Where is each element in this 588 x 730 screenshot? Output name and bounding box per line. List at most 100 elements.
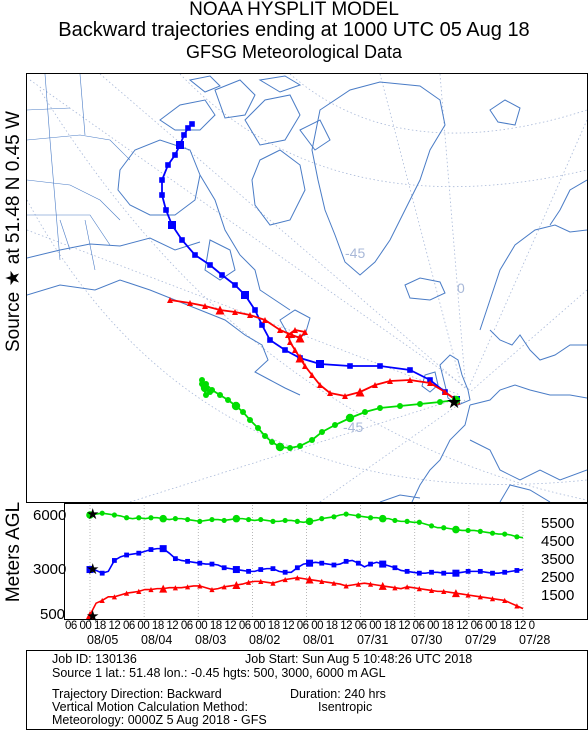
trajectory-point [203,392,209,398]
start-star-icon-500: ★ [86,608,99,625]
height-series-point [429,569,434,575]
height-series-point [148,586,154,593]
trajectory-point [219,272,225,278]
height-series-point [368,561,373,567]
height-series-point [197,518,203,524]
height-series-line [89,512,524,539]
height-series-point [245,579,252,585]
height-series-point [378,581,387,590]
trajectory-point [159,192,165,198]
trajectory-point [362,409,368,415]
height-series-point [123,590,130,596]
trajectory-point [217,392,223,398]
height-series-point [258,578,264,584]
source-star-icon: ★ [446,392,462,412]
height-series-point [221,584,227,590]
trajectory-point [295,353,305,363]
trajectory-point [165,162,171,168]
y-tick-3000: 3000 [33,561,67,578]
trajectory-point [215,305,225,315]
height-label-2500: 2500 [541,569,575,586]
height-series-point [355,581,361,587]
trajectory-point [319,429,325,435]
date-label: 08/04 [141,633,173,647]
height-series-point [343,511,349,517]
height-series-point [209,561,215,567]
height-series-point [148,515,154,521]
meteorology-title: GFSG Meteorological Data [185,42,403,62]
height-series-point [441,525,447,531]
height-series-point [428,523,435,529]
height-series-point [502,531,508,537]
height-series-point [221,517,227,524]
trajectory-point [247,417,253,423]
start-star-icon-3000: ★ [86,561,99,578]
height-series-point [294,575,300,581]
height-series-point [452,525,460,534]
height-series-point [86,611,94,619]
trajectory-point [231,401,241,411]
height-series-point [477,594,483,600]
height-series-point [270,518,276,524]
height-series-point [232,514,241,523]
height-series-point [367,581,374,587]
height-series-point [343,558,349,564]
trajectory-point [309,372,315,378]
height-series-point [123,515,130,521]
trajectory-point [372,382,378,388]
trajectory-point [167,297,173,303]
trajectory-point [241,291,249,299]
trajectory-point [377,363,383,369]
trajectory-point [347,363,353,369]
date-label: 08/05 [87,633,119,647]
height-series-point [404,584,410,590]
trajectory-point [181,132,187,138]
trajectory-point [277,327,283,333]
trajectory-path [161,123,457,401]
height-series-point [136,550,142,556]
height-series-point [490,570,495,576]
height-series-point [111,558,117,563]
height-series-point [379,560,387,568]
trajectory-point [427,380,433,386]
height-series-point [124,552,129,558]
height-series-point [452,569,460,577]
height-series-point [465,527,471,534]
height-series-point [172,585,178,591]
trajectory-point [187,300,193,306]
trajectory-point [345,413,355,423]
height-series-point [111,594,117,600]
trajectory-point [407,367,413,373]
height-series-point [514,568,520,573]
height-series-point [148,547,154,552]
vertical-motion-value: Isentropic [318,700,373,714]
date-label: 08/03 [195,633,227,647]
duration: Duration: 240 hrs [290,687,386,701]
height-series-point [99,570,105,576]
height-series-point [502,569,508,575]
trajectory-point [287,339,293,345]
trajectory-point [292,347,298,353]
trajectory-point [282,347,288,353]
height-series-point [270,580,276,586]
trajectory-point [262,433,268,439]
grid-label-zero: 0 [457,280,465,296]
trajectory-point [285,332,291,338]
height-series-point [319,560,325,566]
height-series-point [331,562,337,568]
date-label: 07/30 [411,633,443,647]
height-series-point [209,586,215,593]
trajectory-point [259,322,265,328]
trajectory-point [176,141,184,149]
height-series-point [282,576,288,583]
trajectory-point [172,152,178,158]
trajectory-point [397,403,403,409]
height-series-point [378,514,387,523]
trajectory-point [377,405,383,411]
height-series-point [428,587,435,594]
height-series-point [270,566,276,572]
trajectory-point [192,252,198,258]
trajectory-point [407,377,413,383]
job-id: Job ID: 130136 [52,652,137,666]
